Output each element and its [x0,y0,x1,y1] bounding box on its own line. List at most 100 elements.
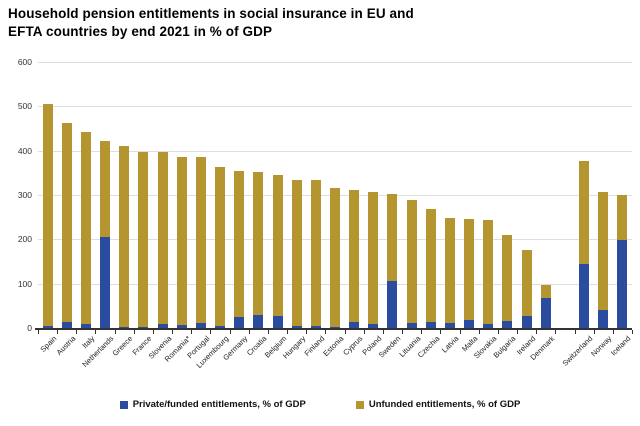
legend-label-funded: Private/funded entitlements, % of GDP [132,399,306,410]
bar-segment-funded-Denmark [540,297,551,328]
bar-segment-funded-Switzerland [579,264,590,328]
bar-segment-funded-Greece [119,326,130,328]
bar-segment-unfunded-Switzerland [579,161,590,265]
bar-segment-unfunded-Greece [119,145,130,327]
bar-segment-unfunded-France [138,151,149,327]
legend-item-unfunded: Unfunded entitlements, % of GDP [355,399,520,410]
bar-segment-unfunded-Finland [310,179,321,326]
bar-segment-unfunded-Austria [61,123,72,323]
x-axis-tick [593,330,595,334]
bar-segment-unfunded-Norway [598,192,609,311]
x-axis-tick [459,330,461,334]
bar-segment-funded-Germany [234,316,245,328]
x-axis-tick [402,330,404,334]
x-axis-tick [172,330,174,334]
bar-segment-funded-Netherlands [100,237,111,328]
bar-segment-funded-Lituania [406,323,417,328]
bar-segment-unfunded-Romania* [176,156,187,325]
y-axis-tick-label: 200 [17,234,32,245]
bar-segment-unfunded-Italy [80,132,91,324]
y-axis-tick-label: 0 [27,323,32,333]
x-axis-tick [267,330,269,334]
bar-segment-unfunded-Hungary [291,179,302,327]
bar-segment-funded-Portugal [195,322,206,328]
bar-segment-funded-Latvia [444,322,455,328]
x-axis-tick [152,330,154,334]
x-axis-tick [38,330,39,334]
x-axis-tick [248,330,250,334]
bar-segment-funded-Malta [464,319,475,328]
bar-segment-unfunded-Denmark [540,284,551,298]
bar-segment-funded-Norway [598,310,609,328]
x-axis-tick [229,330,231,334]
x-axis-tick [574,330,576,334]
bar-segment-funded-Italy [80,324,91,328]
bar-segment-unfunded-Bulgaria [502,234,513,322]
bar-segment-unfunded-Cyprus [349,189,360,322]
y-axis-tick-label: 600 [17,57,32,67]
bar-segment-unfunded-Netherlands [100,140,111,238]
bar-segment-unfunded-Czechia [425,209,436,323]
bar-segment-unfunded-Ireland [521,249,532,317]
x-axis-line [35,328,632,330]
bar-segment-funded-Spain [42,325,53,328]
bar-segment-unfunded-Poland [368,192,379,324]
bar-segment-unfunded-Germany [234,171,245,317]
bar-segment-funded-Luxembourg [215,325,226,328]
y-axis-tick-label: 100 [17,278,32,289]
x-axis-tick [210,330,212,334]
x-axis-tick [133,330,135,334]
x-axis-tick [95,330,97,334]
bar-segment-unfunded-Slovenia [157,152,168,324]
x-axis-tick [287,330,289,334]
legend-item-funded: Private/funded entitlements, % of GDP [119,399,306,410]
bar-segment-funded-Iceland [617,240,628,328]
x-axis-tick [478,330,480,334]
legend-swatch-unfunded-icon [355,400,364,409]
gridline-600 [38,62,632,63]
bar-segment-funded-Sweden [387,281,398,328]
x-axis-tick [421,330,423,334]
bar-segment-funded-Slovakia [483,323,494,328]
bar-segment-unfunded-Sweden [387,194,398,282]
bar-segment-unfunded-Estonia [330,187,340,328]
bar-segment-funded-Austria [61,322,72,328]
gridline-400 [38,150,632,152]
x-axis-tick [344,330,346,334]
bar-segment-funded-Hungary [291,326,302,328]
legend-swatch-funded-icon [119,400,128,409]
x-axis-tick [306,330,308,334]
y-axis-tick-label: 400 [17,145,32,156]
bar-segment-funded-Bulgaria [502,321,513,328]
x-axis-tick [191,330,193,334]
bar-segment-funded-Slovenia [157,323,168,328]
bar-segment-funded-Romania* [176,324,187,328]
bar-segment-unfunded-Malta [464,218,475,320]
bar-segment-funded-Croatia [253,314,264,328]
bar-segment-unfunded-Iceland [617,195,628,241]
bar-segment-unfunded-Luxembourg [215,167,226,326]
bar-segment-unfunded-Lituania [406,200,417,324]
bar-segment-unfunded-Croatia [253,171,264,315]
x-axis-tick [517,330,519,334]
bar-segment-unfunded-Belgium [272,175,283,317]
bar-segment-unfunded-Portugal [195,157,206,323]
bar-segment-funded-Belgium [272,316,283,328]
bar-segment-funded-Czechia [425,322,436,328]
bar-segment-funded-Estonia [330,327,340,328]
y-axis-tick-label: 300 [17,190,32,200]
bar-segment-funded-Finland [310,325,321,328]
x-axis-tick [114,330,116,334]
x-axis-tick [57,330,59,334]
x-axis-tick [382,330,384,334]
bar-segment-unfunded-Spain [42,104,53,326]
bar-segment-funded-France [138,326,149,328]
bar-segment-funded-Cyprus [349,321,360,328]
chart-title-line-1: Household pension entitlements in social… [8,6,414,21]
bar-segment-funded-Ireland [521,316,532,328]
x-axis-tick [536,330,538,334]
x-axis-tick [555,330,557,334]
x-axis-tick [363,330,365,334]
bar-segment-funded-Poland [368,323,379,328]
